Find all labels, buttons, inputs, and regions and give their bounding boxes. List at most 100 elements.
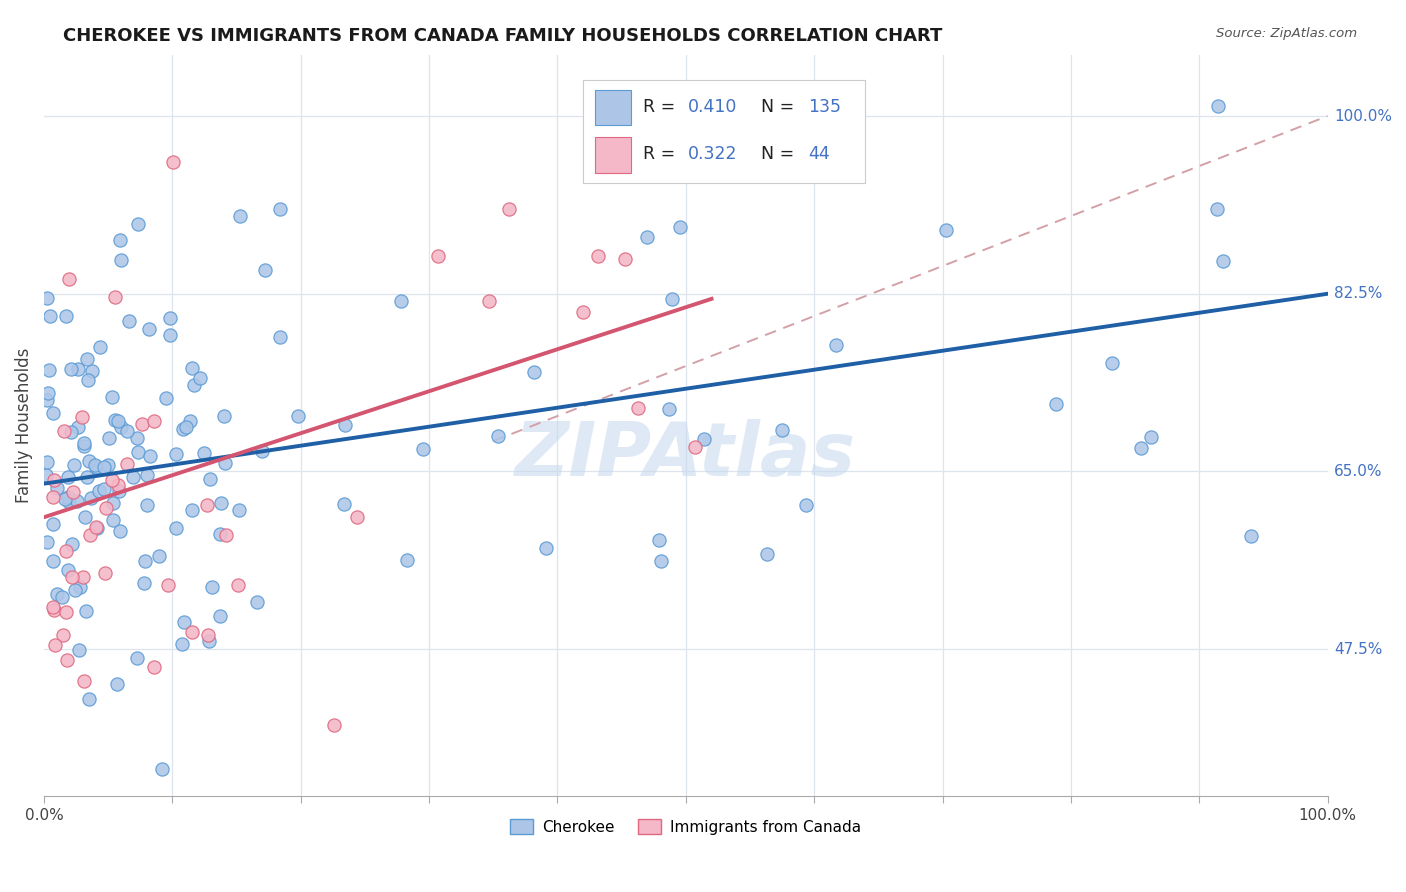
Point	[46, 587, 69, 601]
Point	[84, 460, 107, 475]
Point	[201, 580, 224, 594]
Point	[228, 503, 250, 517]
Point	[215, 528, 238, 542]
Point	[572, 305, 595, 319]
Point	[62, 569, 84, 583]
Point	[72, 674, 94, 689]
Point	[35, 291, 58, 305]
Point	[37, 455, 59, 469]
Point	[115, 424, 138, 438]
Point	[170, 637, 193, 651]
Point	[613, 252, 636, 266]
Point	[195, 499, 218, 513]
Point	[172, 422, 194, 436]
Point	[93, 566, 115, 580]
Point	[58, 272, 80, 286]
Point	[69, 580, 91, 594]
Point	[209, 496, 232, 510]
Point	[683, 441, 706, 455]
Point	[96, 500, 118, 515]
Point	[627, 401, 650, 415]
Point	[76, 352, 98, 367]
Point	[1140, 430, 1163, 444]
Point	[412, 442, 434, 457]
Point	[486, 429, 509, 443]
Point	[1129, 441, 1152, 455]
Point	[156, 578, 179, 592]
Point	[55, 606, 77, 620]
Text: 0.410: 0.410	[688, 98, 737, 117]
Point	[84, 458, 107, 472]
Point	[346, 510, 368, 524]
Text: 0.322: 0.322	[688, 145, 737, 163]
Point	[138, 322, 160, 336]
Point	[648, 533, 671, 547]
Point	[122, 470, 145, 484]
Point	[269, 202, 291, 216]
Text: N =: N =	[761, 145, 800, 163]
Point	[523, 365, 546, 379]
Text: N =: N =	[761, 98, 800, 117]
Point	[42, 473, 65, 487]
Point	[139, 449, 162, 463]
Point	[825, 338, 848, 352]
Point	[200, 472, 222, 486]
Point	[60, 361, 83, 376]
Point	[229, 209, 252, 223]
Point	[93, 482, 115, 496]
Text: R =: R =	[643, 145, 681, 163]
Point	[89, 340, 111, 354]
Point	[208, 527, 231, 541]
Point	[181, 360, 204, 375]
Legend: Cherokee, Immigrants from Canada: Cherokee, Immigrants from Canada	[505, 813, 868, 840]
Point	[76, 470, 98, 484]
Point	[117, 457, 139, 471]
Text: 82.5%: 82.5%	[1334, 286, 1382, 301]
Point	[131, 417, 153, 431]
Point	[125, 431, 148, 445]
Point	[62, 485, 84, 500]
Point	[794, 498, 817, 512]
Point	[35, 468, 58, 483]
Point	[46, 481, 69, 495]
Point	[51, 590, 73, 604]
Point	[498, 202, 520, 217]
Point	[155, 392, 177, 406]
Point	[246, 595, 269, 609]
Point	[391, 294, 413, 309]
Point	[127, 445, 149, 459]
Point	[55, 309, 77, 323]
Point	[44, 638, 66, 652]
Point	[42, 553, 65, 567]
Point	[253, 263, 276, 277]
Text: 44: 44	[808, 145, 830, 163]
Point	[42, 407, 65, 421]
Text: R =: R =	[643, 98, 681, 117]
Point	[42, 603, 65, 617]
Point	[101, 496, 124, 510]
Point	[101, 473, 124, 487]
Point	[110, 252, 132, 267]
Point	[287, 409, 309, 424]
Point	[159, 328, 181, 343]
Point	[73, 436, 96, 450]
Point	[250, 444, 273, 458]
Point	[586, 249, 609, 263]
Point	[79, 528, 101, 542]
Point	[37, 386, 59, 401]
Point	[67, 361, 90, 376]
Text: ZIPAtlas: ZIPAtlas	[515, 419, 856, 491]
Point	[142, 414, 165, 428]
Point	[1211, 254, 1233, 268]
Point	[86, 521, 108, 535]
Point	[105, 677, 128, 691]
Point	[58, 563, 80, 577]
Point	[181, 624, 204, 639]
Point	[150, 762, 173, 776]
Point	[58, 470, 80, 484]
Point	[77, 373, 100, 387]
Point	[118, 314, 141, 328]
Point	[193, 446, 215, 460]
Point	[63, 458, 86, 472]
Point	[669, 219, 692, 234]
